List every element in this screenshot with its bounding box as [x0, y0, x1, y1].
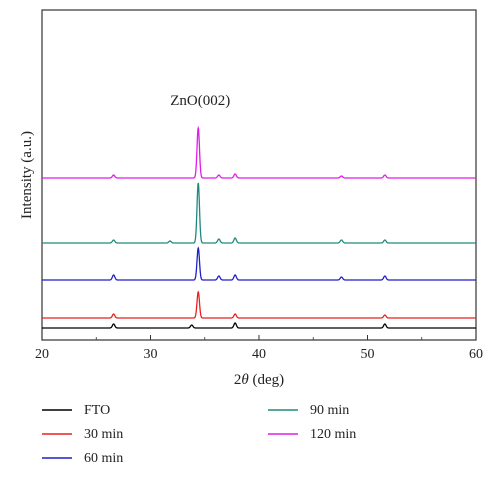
legend-item: 90 min: [268, 403, 349, 418]
x-ticks: 20 30 40 50 60: [35, 335, 483, 362]
series-line-60-min: [42, 246, 476, 281]
legend: FTO 30 min 60 min 90 min 120 min: [42, 403, 356, 466]
plot-frame: [41, 9, 477, 341]
x-axis-label-prefix: 2: [234, 372, 242, 388]
legend-item: FTO: [42, 403, 110, 418]
x-axis-label-theta: θ: [241, 372, 249, 388]
series-line-fto: [42, 322, 476, 329]
legend-label: 30 min: [84, 427, 123, 442]
x-tick-label: 20: [35, 347, 49, 362]
legend-item: 60 min: [42, 451, 123, 466]
legend-label: 120 min: [310, 427, 356, 442]
series-line-90-min: [42, 182, 476, 244]
x-axis-label: 2θ (deg): [234, 372, 284, 388]
legend-item: 30 min: [42, 427, 123, 442]
series-line-30-min: [42, 290, 476, 319]
x-tick-label: 50: [361, 347, 375, 362]
x-tick-label: 40: [252, 347, 266, 362]
x-tick-label: 60: [469, 347, 483, 362]
legend-label: FTO: [84, 403, 110, 418]
series-line-120-min: [42, 125, 476, 179]
y-axis-label: Intensity (a.u.): [19, 131, 35, 219]
series-layer: [42, 125, 476, 329]
x-tick-label: 30: [144, 347, 158, 362]
legend-label: 90 min: [310, 403, 349, 418]
legend-label: 60 min: [84, 451, 123, 466]
x-axis-label-suffix: (deg): [249, 372, 284, 388]
legend-item: 120 min: [268, 427, 356, 442]
peak-annotation: ZnO(002): [170, 93, 230, 109]
